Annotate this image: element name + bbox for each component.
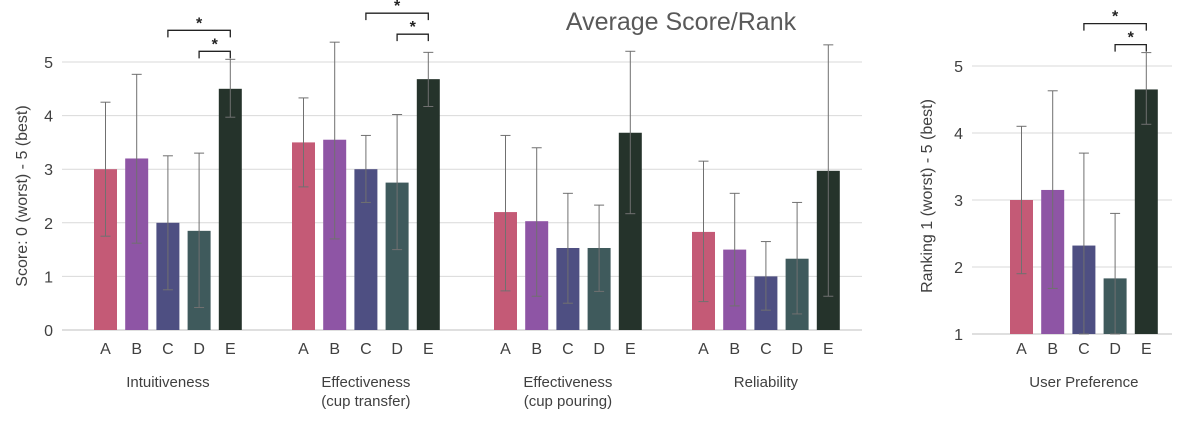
group-label-line: Reliability	[734, 374, 799, 391]
x-tick-label-C: C	[562, 341, 574, 358]
x-tick-label-E: E	[625, 341, 636, 358]
group-label: User Preference	[1029, 374, 1138, 391]
group-label: Reliability	[734, 374, 799, 391]
group-label-line: Intuitiveness	[126, 374, 209, 391]
group-label: Effectiveness (cup pouring)	[523, 374, 612, 410]
y-tick-label: 1	[954, 327, 963, 344]
significance-star: *	[196, 15, 203, 32]
x-tick-label-D: D	[593, 341, 605, 358]
group-label-line: Effectiveness	[523, 374, 612, 391]
y-tick-label: 2	[954, 260, 963, 277]
x-tick-label-C: C	[1078, 341, 1090, 358]
significance-star: *	[394, 0, 401, 15]
significance-bracket	[365, 12, 429, 21]
x-tick-label-C: C	[162, 341, 174, 358]
group-label-line: (cup pouring)	[524, 393, 612, 410]
significance-star: *	[212, 36, 219, 53]
bar-D	[385, 182, 409, 330]
x-tick-label-E: E	[423, 341, 434, 358]
group-label: Intuitiveness	[126, 374, 209, 391]
y-tick-label: 3	[954, 193, 963, 210]
significance-bracket	[1083, 22, 1147, 31]
bar-A	[292, 142, 315, 330]
x-tick-label-A: A	[698, 341, 709, 358]
score-panel: Score: 0 (worst) - 5 (best) 0 1 2 3 4 5 A B C D E In…	[14, 0, 862, 410]
y-axis-label: Ranking 1 (worst) - 5 (best)	[919, 99, 936, 293]
bar-A	[94, 169, 117, 330]
significance-bracket	[167, 29, 231, 38]
significance-star: *	[1128, 30, 1135, 47]
group-label-line: User Preference	[1029, 374, 1138, 391]
x-tick-label-B: B	[531, 341, 542, 358]
x-tick-label-A: A	[500, 341, 511, 358]
y-tick-label: 5	[44, 55, 53, 72]
x-tick-label-A: A	[298, 341, 309, 358]
y-axis-label: Score: 0 (worst) - 5 (best)	[14, 105, 31, 286]
y-tick-label: 4	[44, 109, 53, 126]
bar-E	[218, 88, 242, 330]
x-tick-label-E: E	[823, 341, 834, 358]
chart-title: Average Score/Rank	[566, 8, 797, 36]
significance-bracket	[1114, 43, 1147, 52]
significance-star: *	[410, 19, 417, 36]
bar-E	[618, 132, 642, 330]
bar-B	[125, 158, 149, 330]
bar-C	[354, 169, 378, 330]
x-tick-label-D: D	[193, 341, 205, 358]
x-tick-label-E: E	[225, 341, 236, 358]
x-tick-label-A: A	[100, 341, 111, 358]
bar-E	[416, 79, 440, 330]
y-tick-label: 0	[44, 323, 53, 340]
x-tick-label-B: B	[1047, 341, 1058, 358]
x-tick-label-E: E	[1141, 341, 1152, 358]
y-tick-label: 1	[44, 269, 53, 286]
x-tick-label-B: B	[131, 341, 142, 358]
group-label: Effectiveness (cup transfer)	[321, 374, 410, 410]
significance-star: *	[1112, 9, 1119, 26]
y-tick-label: 3	[44, 162, 53, 179]
significance-bracket	[396, 33, 429, 42]
x-tick-label-D: D	[391, 341, 403, 358]
group-label-line: (cup transfer)	[321, 393, 410, 410]
x-tick-label-D: D	[1109, 341, 1121, 358]
ranking-panel: Ranking 1 (worst) - 5 (best) 1 2 3 4 5 A B C D EUs…	[919, 9, 1172, 391]
y-tick-label: 5	[954, 59, 963, 76]
x-tick-label-C: C	[360, 341, 372, 358]
group-label-line: Effectiveness	[321, 374, 410, 391]
x-tick-label-B: B	[729, 341, 740, 358]
significance-bracket	[198, 50, 231, 59]
y-tick-label: 4	[954, 126, 963, 143]
x-tick-label-A: A	[1016, 341, 1027, 358]
y-tick-label: 2	[44, 216, 53, 233]
bar-E	[1134, 89, 1158, 334]
x-tick-label-B: B	[329, 341, 340, 358]
x-tick-label-D: D	[791, 341, 803, 358]
x-tick-label-C: C	[760, 341, 772, 358]
